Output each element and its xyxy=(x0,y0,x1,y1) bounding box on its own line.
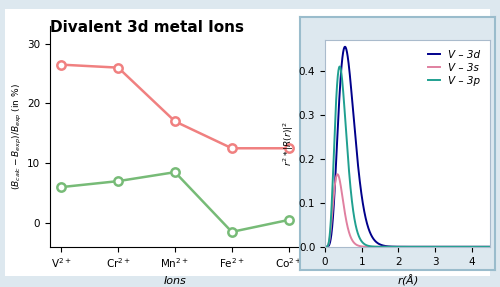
V – 3p xyxy=(466,245,472,249)
Text: Divalent 3d metal Ions: Divalent 3d metal Ions xyxy=(50,20,244,35)
4d+3s3p xyxy=(286,218,292,222)
Minimal 3d xyxy=(229,147,235,150)
Minimal 3d xyxy=(172,120,178,123)
V – 3d xyxy=(342,45,348,49)
V – 3d xyxy=(332,193,338,197)
Line: V – 3s: V – 3s xyxy=(325,174,500,247)
Legend: V – 3d, V – 3s, V – 3p: V – 3d, V – 3s, V – 3p xyxy=(424,45,485,90)
V – 3s xyxy=(406,245,412,249)
4d+3s3p xyxy=(229,230,235,234)
V – 3p xyxy=(406,245,412,249)
V – 3s xyxy=(412,245,418,249)
Line: Minimal 3d: Minimal 3d xyxy=(57,61,293,152)
Line: V – 3d: V – 3d xyxy=(325,47,500,247)
4d+3s3p xyxy=(115,179,121,183)
Y-axis label: $r^2 * |R(r)|^2$: $r^2 * |R(r)|^2$ xyxy=(282,121,296,166)
V – 3d xyxy=(322,245,328,249)
V – 3s xyxy=(466,245,472,249)
X-axis label: $r$(Å): $r$(Å) xyxy=(396,272,418,287)
V – 3p xyxy=(336,65,342,68)
V – 3s xyxy=(332,187,338,191)
V – 3p xyxy=(332,137,338,141)
V – 3d xyxy=(406,245,412,249)
V – 3p xyxy=(322,245,328,249)
Legend: Minimal 3d, 4d+3s3p: Minimal 3d, 4d+3s3p xyxy=(376,31,458,63)
Minimal 3d xyxy=(286,147,292,150)
Line: 4d+3s3p: 4d+3s3p xyxy=(57,168,293,236)
Minimal 3d xyxy=(115,66,121,69)
Line: V – 3p: V – 3p xyxy=(325,67,500,247)
V – 3s xyxy=(334,172,340,176)
X-axis label: Ions: Ions xyxy=(164,276,186,286)
V – 3s xyxy=(322,245,328,249)
Minimal 3d xyxy=(58,63,64,66)
4d+3s3p xyxy=(172,170,178,174)
V – 3p xyxy=(412,245,418,249)
4d+3s3p xyxy=(58,185,64,189)
Y-axis label: $(B_{calc}-B_{exp})/B_{exp}$ (in %): $(B_{calc}-B_{exp})/B_{exp}$ (in %) xyxy=(12,83,24,190)
V – 3d xyxy=(466,245,472,249)
V – 3d xyxy=(412,245,418,249)
